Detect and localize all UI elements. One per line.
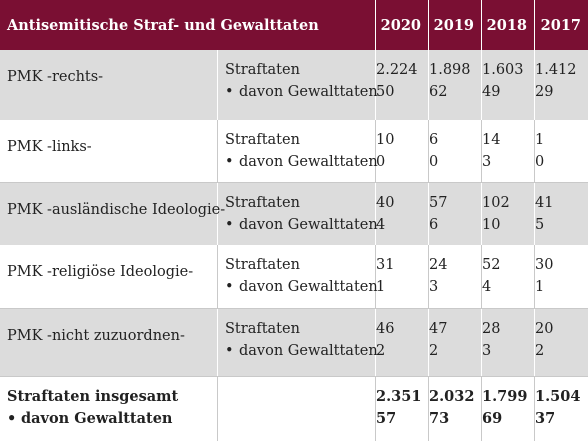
table-row: PMK -rechts- Straftaten • davon Gewalttat… — [0, 50, 588, 120]
table-title-cell: Antisemitische Straf- und Gewalttaten — [0, 0, 376, 50]
values-2017: 1.412 29 — [535, 62, 577, 100]
row-label: PMK -ausländische Ideologie- — [0, 183, 225, 245]
year-header-2019: 2019 — [429, 0, 482, 50]
values-2020: 46 2 — [376, 309, 429, 376]
row-type-labels: Straftaten • davon Gewalttaten — [218, 120, 378, 182]
values-2019: 57 6 — [429, 183, 482, 245]
values-2020: 31 1 — [376, 245, 429, 308]
row-label: PMK -religiöse Ideologie- — [0, 245, 218, 308]
row-label: PMK -links- — [0, 120, 218, 182]
total-values-2017: 1.504 37 — [535, 388, 581, 427]
values-2020: 10 0 — [376, 120, 429, 182]
total-label-cell: Straftaten insgesamt • davon Gewalttaten — [0, 377, 218, 441]
values-2018: 102 10 — [482, 183, 535, 245]
values-2017: 41 5 — [535, 195, 554, 233]
row-type-labels: Straftaten • davon Gewalttaten — [218, 309, 378, 376]
total-label: Straftaten insgesamt — [7, 388, 179, 405]
table-title: Antisemitische Straf- und Gewalttaten — [7, 16, 319, 34]
values-2017: 30 1 — [535, 257, 554, 295]
row-type-labels: Straftaten • davon Gewalttaten — [218, 245, 378, 308]
row-type-labels: Straftaten • davon Gewalttaten — [218, 50, 378, 120]
values-2019: 1.898 62 — [429, 50, 482, 120]
year-header-2017: 2017 — [540, 16, 581, 34]
total-values-2019: 2.032 73 — [429, 377, 482, 441]
table-header: Antisemitische Straf- und Gewalttaten 20… — [0, 0, 588, 50]
values-2018: 1.603 49 — [482, 50, 535, 120]
year-header-2020: 2020 — [376, 0, 429, 50]
table-row: PMK -links- Straftaten • davon Gewalttate… — [0, 120, 588, 183]
values-2018: 14 3 — [482, 120, 535, 182]
values-2018: 28 3 — [482, 309, 535, 376]
row-label: PMK -rechts- — [0, 50, 218, 120]
total-values-2020: 2.351 57 — [376, 377, 429, 441]
values-2017: 20 2 — [535, 321, 554, 359]
total-sublabel: • davon Gewalttaten — [7, 410, 173, 427]
row-type-labels: Straftaten • davon Gewalttaten — [218, 183, 378, 245]
values-2020: 40 4 — [376, 183, 429, 245]
table-row: PMK -nicht zuzuordnen- Straftaten • davon… — [0, 309, 588, 376]
table-row: PMK -ausländische Ideologie- Straftaten … — [0, 183, 588, 245]
row-label: PMK -nicht zuzuordnen- — [0, 309, 218, 376]
values-2020: 2.224 50 — [376, 50, 429, 120]
total-values-2018: 1.799 69 — [482, 377, 535, 441]
year-header-2018: 2018 — [482, 0, 535, 50]
table-row: PMK -religiöse Ideologie- Straftaten • da… — [0, 245, 588, 309]
table-total-row: Straftaten insgesamt • davon Gewalttaten … — [0, 376, 588, 441]
values-2019: 47 2 — [429, 309, 482, 376]
values-2019: 24 3 — [429, 245, 482, 308]
values-2018: 52 4 — [482, 245, 535, 308]
total-empty-cell — [218, 377, 376, 441]
